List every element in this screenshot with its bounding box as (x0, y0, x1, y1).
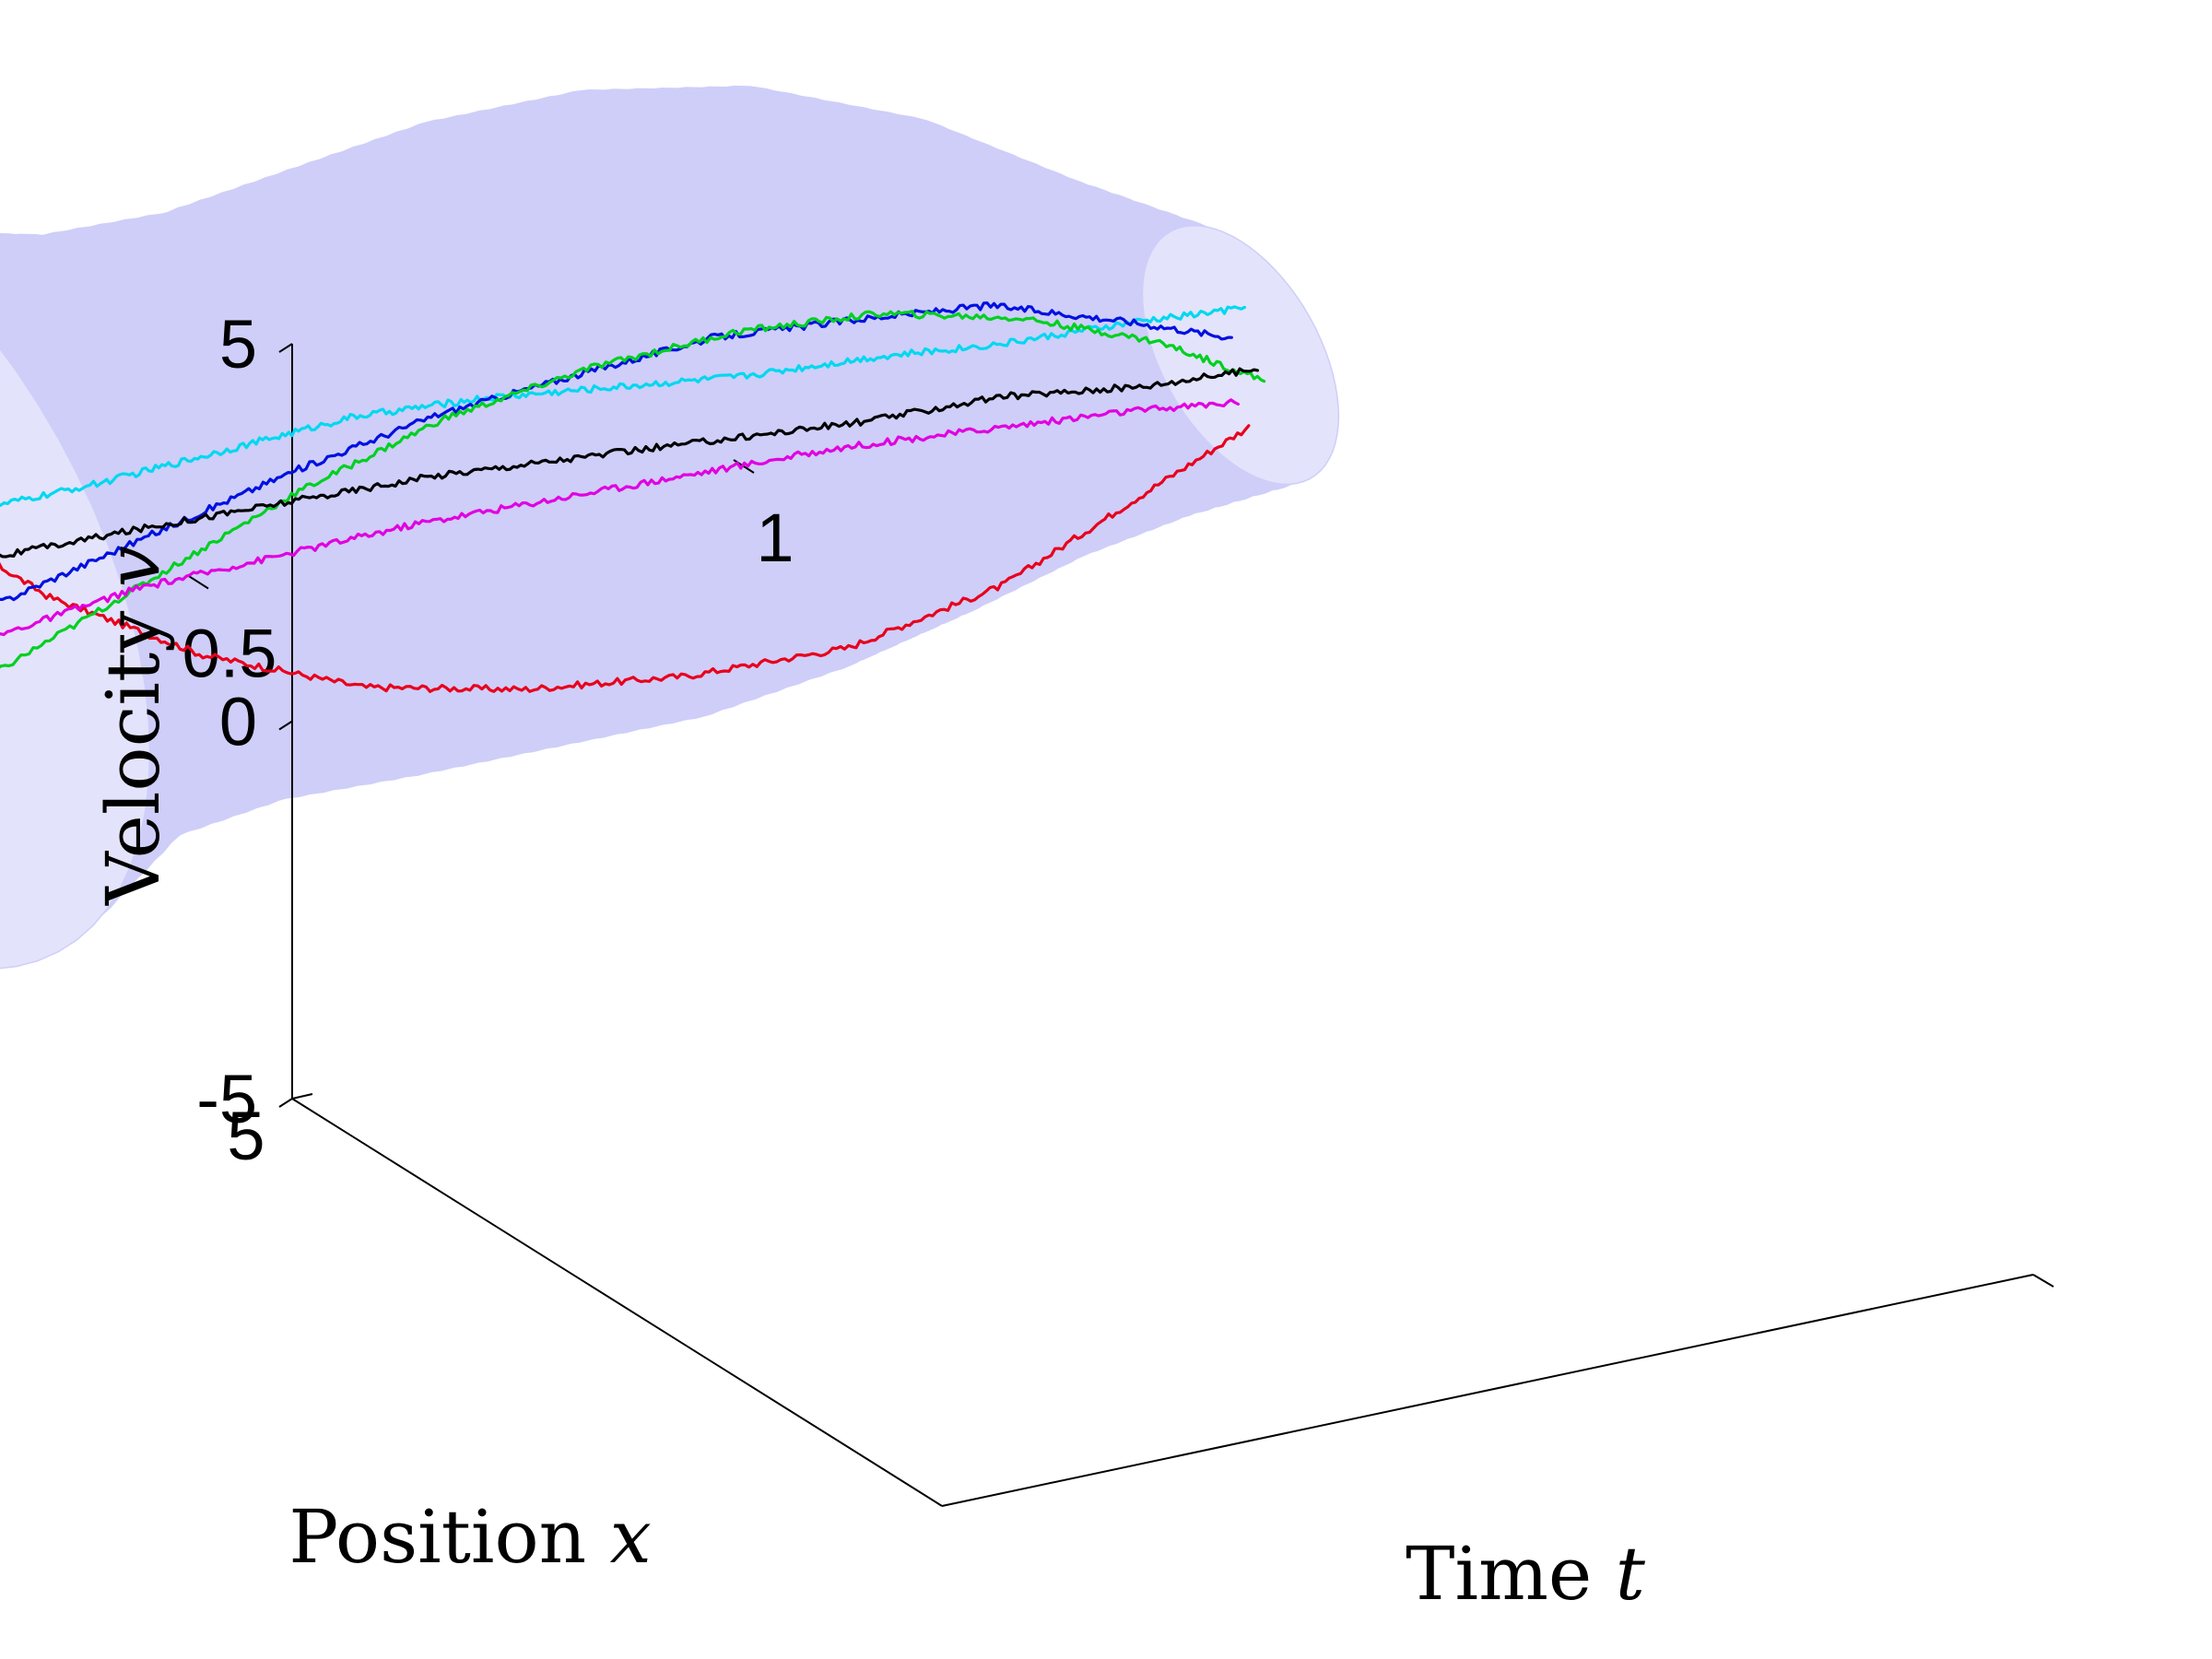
tube-section (31, 217, 464, 787)
tube-section (660, 90, 1055, 611)
position-tick (291, 1093, 313, 1100)
tube-start-cap (0, 349, 149, 968)
tube-section (359, 112, 816, 713)
tube-section (477, 88, 923, 676)
tube-section (207, 163, 653, 750)
tube-section (100, 201, 535, 773)
tube-section (143, 186, 582, 764)
velocity-tick (278, 1098, 293, 1108)
tube-section (503, 88, 942, 666)
time-tick-label: 1 (756, 500, 794, 576)
tube-section (335, 117, 794, 722)
position-axis-title: Position x (288, 1494, 651, 1580)
tube-section (453, 94, 901, 683)
velocity-axis-title: Velocity v (90, 546, 176, 906)
tube-section (631, 85, 1039, 620)
trajectory-cyan (0, 305, 1246, 507)
tube-section (829, 124, 1157, 556)
time-axis-title: Time t (1406, 1531, 1646, 1617)
tube-section (555, 87, 981, 648)
tube-section (715, 100, 1089, 592)
tube-section (915, 153, 1206, 535)
trajectory-black (0, 367, 1260, 559)
tube-section (250, 147, 700, 740)
tube-section (887, 144, 1189, 542)
tube-section (771, 109, 1124, 572)
reachable-set-tube (0, 85, 1340, 970)
tube-section (382, 108, 837, 706)
trajectory-blue (0, 301, 1233, 602)
tube-section (185, 171, 629, 755)
trajectories (0, 301, 1266, 693)
tube-section (799, 113, 1141, 563)
velocity-tick (278, 720, 293, 731)
tube-section (78, 208, 511, 778)
velocity-tick-label: 0 (219, 684, 257, 760)
tube-body (0, 85, 1340, 970)
tube-section (581, 87, 1000, 639)
trajectory-red (0, 424, 1251, 693)
tube-section (229, 156, 677, 745)
velocity-tick-label: -5 (196, 1061, 257, 1137)
velocity-tick (278, 343, 293, 353)
tube-section (293, 133, 747, 731)
tube-section (529, 88, 961, 657)
tube-section (164, 178, 606, 759)
trajectory-magenta (0, 398, 1240, 637)
tube-section (744, 104, 1107, 582)
tube-section (606, 86, 1019, 629)
position-tick-label: 5 (227, 1098, 265, 1174)
tube-section (406, 103, 858, 699)
tube-section (271, 140, 724, 735)
time-axis-end-tick (2032, 1274, 2054, 1288)
velocity-tick-label: 5 (219, 306, 257, 382)
tube-section (54, 213, 488, 782)
tube-end-cap (1143, 226, 1338, 484)
time-axis-line (941, 1274, 2034, 1507)
trajectory-green (0, 310, 1266, 669)
time-tick (187, 574, 209, 590)
tube-section (314, 125, 771, 726)
tube-section (430, 99, 880, 691)
tube-section (122, 194, 559, 769)
position-axis-line (291, 1098, 943, 1507)
time-tick-label: 0.5 (182, 616, 277, 692)
ticks: -505-50500.51 (182, 306, 794, 1174)
